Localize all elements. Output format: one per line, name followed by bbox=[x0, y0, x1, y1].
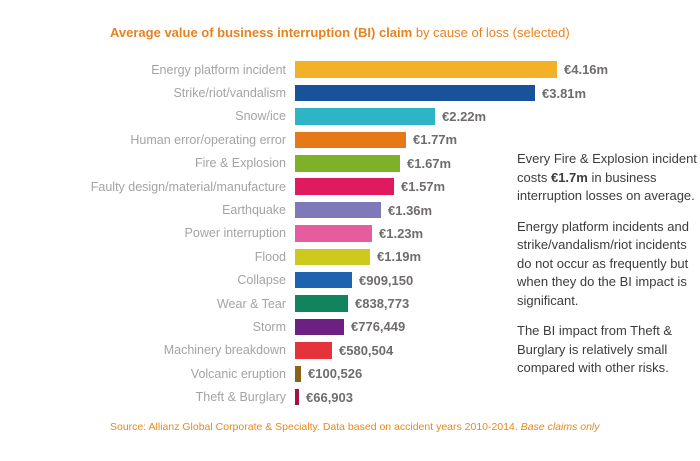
chart-row: Energy platform incident €4.16m bbox=[0, 58, 700, 81]
chart-row: Flood €1.19m bbox=[0, 245, 700, 268]
bar bbox=[295, 388, 299, 406]
annotation-paragraph-2: Energy platform incidents and strike/van… bbox=[517, 218, 689, 308]
bar bbox=[295, 178, 394, 195]
value-label: €1.19m bbox=[377, 249, 422, 265]
bar bbox=[295, 342, 332, 359]
chart-row: Theft & Burglary €66,903 bbox=[0, 385, 700, 408]
bar bbox=[295, 225, 372, 242]
category-label: Strike/riot/vandalism bbox=[173, 86, 286, 101]
value-label: €1.57m bbox=[401, 179, 446, 195]
bar bbox=[295, 201, 381, 219]
category-label: Human error/operating error bbox=[130, 132, 286, 147]
category-label: Snow/ice bbox=[235, 109, 286, 124]
value-label: €580,504 bbox=[339, 342, 394, 358]
bar-chart: Energy platform incident €4.16m Strike/rio… bbox=[0, 58, 700, 409]
chart-row: Volcanic eruption €100,526 bbox=[0, 362, 700, 385]
category-label: Collapse bbox=[237, 273, 286, 288]
category-label: Energy platform incident bbox=[151, 62, 286, 77]
chart-row: Snow/ice €2.22m bbox=[0, 105, 700, 128]
value-label: €909,150 bbox=[359, 272, 414, 288]
category-label: Wear & Tear bbox=[216, 296, 286, 311]
chart-title-bold: Average value of business interruption (… bbox=[110, 25, 413, 40]
source-line: Source: Allianz Global Corporate & Speci… bbox=[110, 421, 600, 433]
bar bbox=[295, 295, 348, 312]
chart-row: Fire & Explosion €1.67m bbox=[0, 152, 700, 175]
category-label: Flood bbox=[254, 249, 286, 264]
bar bbox=[295, 365, 301, 383]
bar bbox=[295, 248, 370, 266]
bar bbox=[295, 61, 557, 78]
chart-row: Machinery breakdown €580,504 bbox=[0, 339, 700, 362]
category-label: Storm bbox=[252, 319, 286, 334]
value-label: €2.22m bbox=[442, 108, 487, 124]
chart-row: Faulty design/material/manufacture €1.57m bbox=[0, 175, 700, 198]
value-label: €776,449 bbox=[351, 319, 406, 335]
chart-row: Collapse €909,150 bbox=[0, 269, 700, 292]
value-label: €66,903 bbox=[306, 389, 353, 405]
category-label: Volcanic eruption bbox=[190, 366, 286, 381]
bar bbox=[295, 318, 344, 336]
chart-row: Earthquake €1.36m bbox=[0, 198, 700, 221]
bar bbox=[295, 155, 400, 172]
value-label: €1.36m bbox=[388, 202, 433, 218]
value-label: €1.77m bbox=[413, 132, 458, 148]
bar-chart-rows: Energy platform incident €4.16m Strike/rio… bbox=[0, 58, 700, 409]
value-label: €1.23m bbox=[379, 225, 424, 241]
annotation-1-bold-value: €1.7m bbox=[550, 169, 588, 185]
chart-title-regular: by cause of loss (selected) bbox=[412, 25, 570, 40]
annotation-text-block: Every Fire & Explosion incident costs €1… bbox=[517, 150, 697, 390]
source-italic-note: Base claims only bbox=[520, 421, 600, 433]
category-label: Power interruption bbox=[184, 226, 286, 241]
chart-row: Storm €776,449 bbox=[0, 315, 700, 338]
value-label: €100,526 bbox=[308, 366, 363, 382]
category-label: Theft & Burglary bbox=[195, 390, 286, 405]
source-text: Source: Allianz Global Corporate & Speci… bbox=[110, 421, 521, 433]
annotation-1-text: Every Fire & Explosion incident costs bbox=[517, 151, 697, 185]
bar bbox=[295, 271, 352, 289]
bar bbox=[295, 108, 435, 125]
chart-title: Average value of business interruption (… bbox=[110, 25, 570, 40]
category-label: Faulty design/material/manufacture bbox=[90, 179, 286, 194]
annotation-1-text-after: in business interruption losses on avera… bbox=[517, 169, 695, 204]
chart-row: Power interruption €1.23m bbox=[0, 222, 700, 245]
chart-row: Strike/riot/vandalism €3.81m bbox=[0, 81, 700, 104]
value-label: €4.16m bbox=[564, 62, 609, 78]
value-label: €838,773 bbox=[355, 296, 410, 312]
value-label: €3.81m bbox=[542, 85, 587, 101]
annotation-paragraph-1: Every Fire & Explosion incident costs €1… bbox=[517, 150, 697, 206]
value-label: €1.67m bbox=[407, 155, 452, 171]
annotation-paragraph-3: The BI impact from Theft & Burglary is r… bbox=[517, 323, 673, 375]
bar bbox=[295, 84, 535, 102]
category-label: Earthquake bbox=[222, 203, 286, 218]
chart-row: Human error/operating error €1.77m bbox=[0, 128, 700, 151]
bar bbox=[295, 131, 406, 149]
chart-row: Wear & Tear €838,773 bbox=[0, 292, 700, 315]
category-label: Fire & Explosion bbox=[194, 156, 286, 171]
category-label: Machinery breakdown bbox=[163, 343, 286, 358]
